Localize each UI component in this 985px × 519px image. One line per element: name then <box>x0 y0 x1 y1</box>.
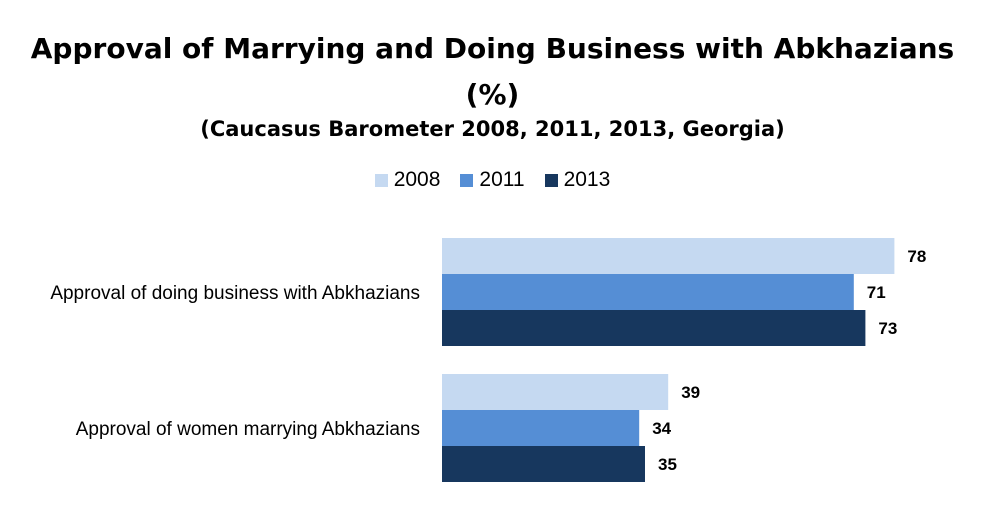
category-label: Approval of women marrying Abkhazians <box>76 419 420 440</box>
data-label: 35 <box>658 455 677 474</box>
category-label: Approval of doing business with Abkhazia… <box>50 283 420 304</box>
legend-swatch-2013 <box>544 173 558 187</box>
legend-label-2008: 2008 <box>393 168 441 191</box>
bar-2013 <box>442 446 645 482</box>
data-label: 78 <box>907 247 926 266</box>
bar-2013 <box>442 310 866 346</box>
legend-label-2013: 2013 <box>563 168 611 191</box>
bar-2011 <box>442 274 854 310</box>
legend: 2008 2011 2013 <box>0 168 985 192</box>
data-label: 39 <box>681 383 700 402</box>
legend-swatch-2008 <box>374 173 388 187</box>
data-label: 73 <box>878 319 897 338</box>
chart-title: Approval of Marrying and Doing Business … <box>30 32 955 111</box>
bar-2008 <box>442 238 895 274</box>
bar-2011 <box>442 410 640 446</box>
legend-swatch-2011 <box>460 173 474 187</box>
data-label: 34 <box>652 419 671 438</box>
bar-2008 <box>442 374 669 410</box>
data-label: 71 <box>867 283 886 302</box>
chart-subtitle: (Caucasus Barometer 2008, 2011, 2013, Ge… <box>200 117 785 141</box>
legend-label-2011: 2011 <box>479 168 525 191</box>
legend-item-2008: 2008 <box>374 168 441 192</box>
legend-item-2011: 2011 <box>460 168 525 192</box>
legend-item-2013: 2013 <box>544 168 611 192</box>
